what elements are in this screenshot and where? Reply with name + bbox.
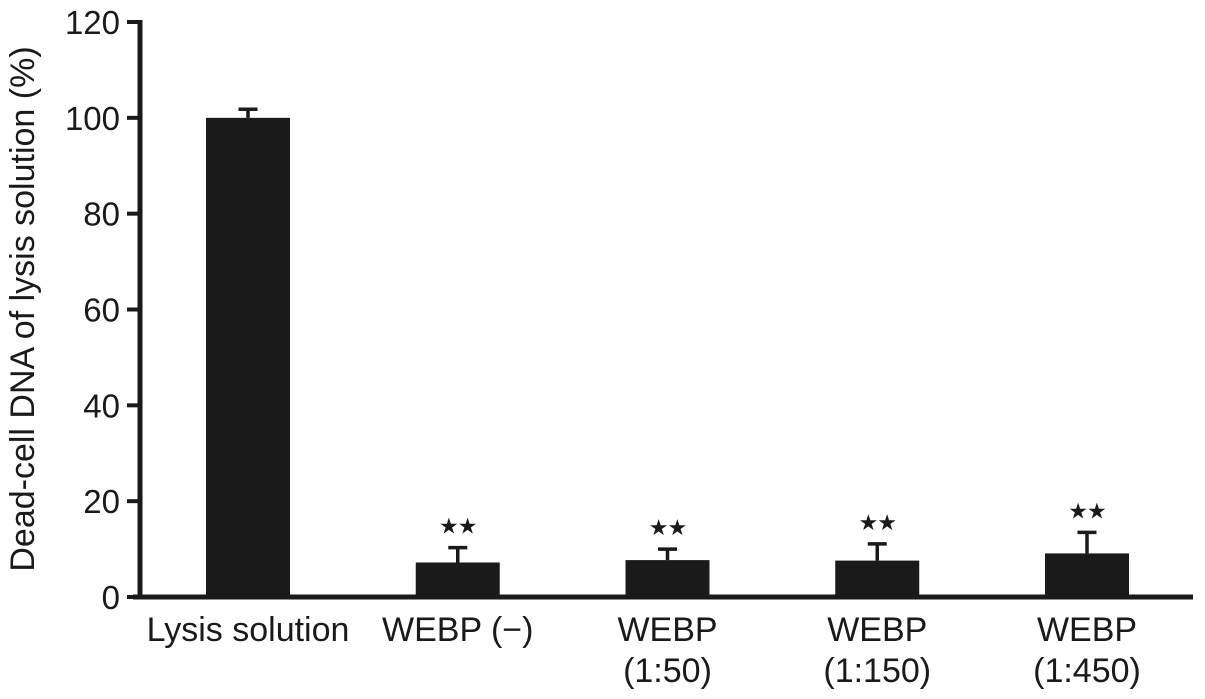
bar [625, 560, 710, 597]
bar [206, 117, 290, 597]
category-label: WEBP [1037, 611, 1137, 649]
y-tick-label: 120 [65, 4, 120, 41]
y-tick-label: 0 [102, 579, 120, 616]
y-tick-label: 100 [65, 100, 120, 137]
category-label: (1:150) [823, 652, 931, 690]
bar [1045, 553, 1129, 597]
y-tick-label: 60 [83, 292, 120, 329]
category-label: WEBP [827, 611, 927, 649]
category-label: (1:50) [623, 652, 712, 690]
significance-marker: ★★ [1068, 498, 1106, 523]
y-axis-title: Dead-cell DNA of lysis solution (%) [4, 46, 42, 571]
bar [415, 562, 500, 597]
y-tick-label: 80 [83, 196, 120, 233]
category-label: WEBP [617, 611, 717, 649]
significance-marker: ★★ [649, 515, 687, 540]
y-tick-label: 20 [83, 483, 120, 520]
category-label: WEBP (−) [382, 611, 533, 649]
bar [835, 560, 920, 597]
category-label: Lysis solution [147, 611, 350, 649]
significance-marker: ★★ [439, 514, 477, 539]
significance-marker: ★★ [859, 510, 897, 535]
category-label: (1:450) [1033, 652, 1141, 690]
y-tick-label: 40 [83, 387, 120, 424]
